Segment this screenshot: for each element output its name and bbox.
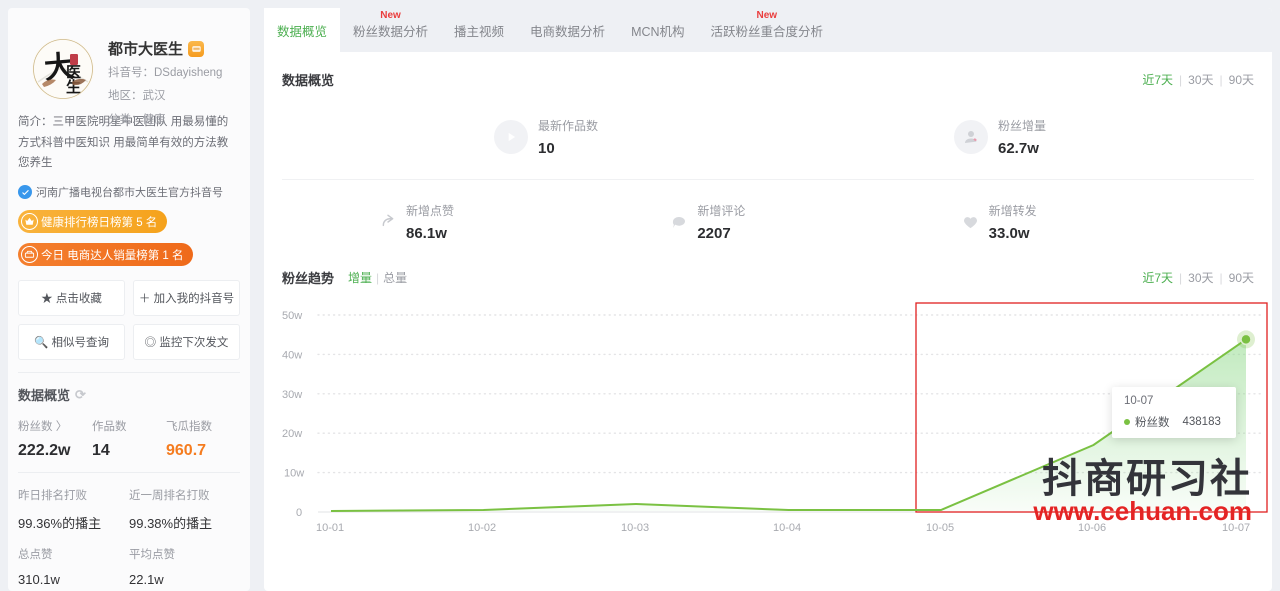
svg-text:0: 0	[296, 507, 302, 519]
svg-text:20w: 20w	[282, 428, 302, 440]
svg-text:50w: 50w	[282, 310, 302, 322]
svg-text:40w: 40w	[282, 349, 302, 361]
svg-text:10w: 10w	[284, 468, 304, 480]
svg-text:10-01: 10-01	[316, 522, 344, 534]
svg-text:30w: 30w	[282, 389, 302, 401]
svg-text:10-04: 10-04	[773, 522, 801, 534]
svg-text:10-03: 10-03	[621, 522, 649, 534]
svg-text:10-02: 10-02	[468, 522, 496, 534]
svg-text:10-05: 10-05	[926, 522, 954, 534]
